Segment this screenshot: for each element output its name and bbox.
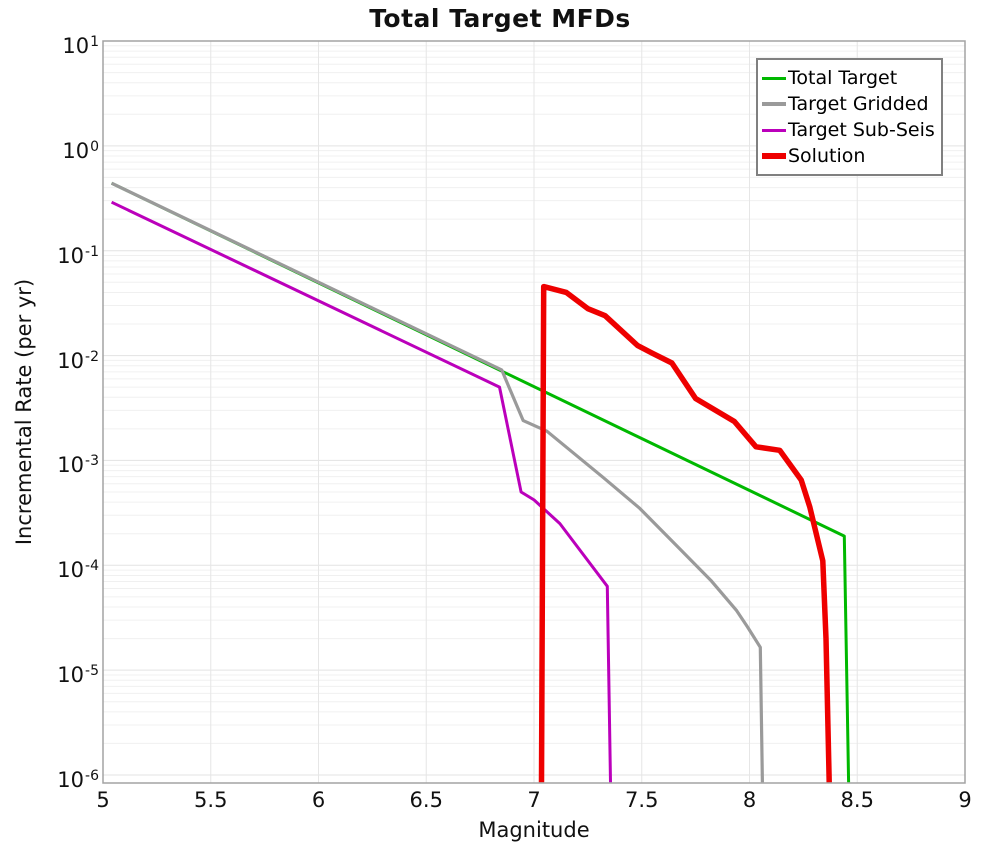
gridlines <box>103 41 965 783</box>
legend: Total Target Target Gridded Target Sub-S… <box>756 58 943 176</box>
plot-border <box>102 40 966 784</box>
y-tick-label: 10-4 <box>57 558 99 583</box>
y-tick-label: 101 <box>62 34 99 58</box>
x-tick-label: 6 <box>311 788 326 812</box>
legend-item: Target Gridded <box>762 91 937 117</box>
x-tick-label: 6.5 <box>409 788 443 812</box>
y-axis-label: Incremental Rate (per yr) <box>12 278 36 546</box>
x-tick-label: 7 <box>527 788 541 812</box>
x-tick-label: 9 <box>958 788 972 812</box>
y-tick-label: 10-1 <box>57 243 99 268</box>
legend-label: Target Gridded <box>788 93 929 115</box>
legend-item: Total Target <box>762 65 937 91</box>
x-tick-label: 8.5 <box>840 788 874 812</box>
y-tick-label: 10-5 <box>57 663 99 688</box>
x-axis-label: Magnitude <box>478 818 590 842</box>
series-lines <box>110 181 851 783</box>
y-tick-label: 10-6 <box>57 768 99 792</box>
legend-label: Total Target <box>788 67 898 89</box>
x-tick-label: 5 <box>96 788 110 812</box>
legend-swatch-total-target <box>762 76 786 80</box>
legend-swatch-target-sub-seis <box>762 128 786 132</box>
legend-label: Target Sub-Seis <box>788 119 935 141</box>
series-line-target-sub-seis <box>110 200 612 783</box>
legend-swatch-target-gridded <box>762 102 786 106</box>
y-tick-label: 10-2 <box>57 348 99 373</box>
x-tick-label: 5.5 <box>194 788 228 812</box>
y-tick-label: 10-3 <box>57 453 99 478</box>
series-line-solution <box>538 283 832 783</box>
y-tick-label: 100 <box>62 138 99 163</box>
legend-swatch-solution <box>762 153 786 159</box>
x-tick-label: 7.5 <box>625 788 659 812</box>
legend-item: Solution <box>762 143 937 169</box>
series-line-target-gridded <box>110 181 764 783</box>
chart-title: Total Target MFDs <box>369 4 631 33</box>
x-tick-label: 8 <box>742 788 757 812</box>
legend-label: Solution <box>788 145 866 167</box>
legend-item: Target Sub-Seis <box>762 117 937 143</box>
